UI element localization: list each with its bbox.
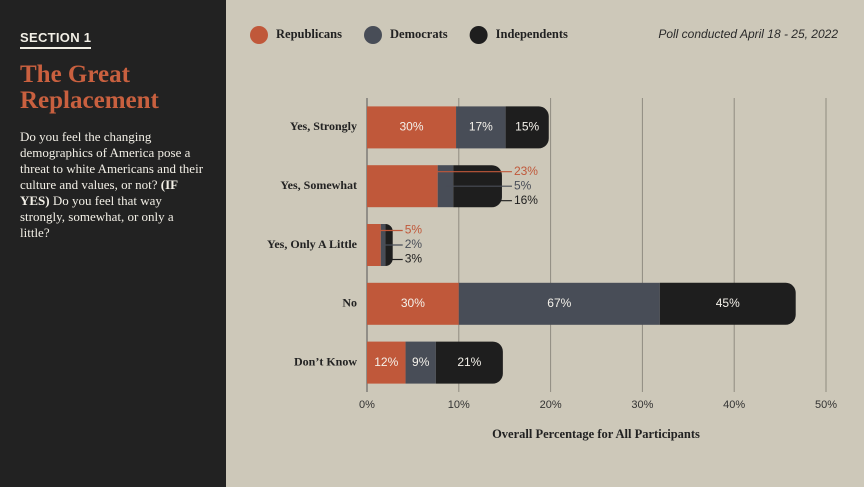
x-tick-label: 30% xyxy=(631,399,653,411)
y-tick-label: Yes, Somewhat xyxy=(280,178,357,192)
value-label: 21% xyxy=(457,355,481,369)
x-tick-label: 10% xyxy=(448,399,470,411)
value-label: 30% xyxy=(401,296,425,310)
value-label: 45% xyxy=(716,296,740,310)
legend-marker xyxy=(250,26,268,44)
value-label: 5% xyxy=(514,178,532,192)
value-label: 30% xyxy=(400,120,424,134)
x-tick-label: 50% xyxy=(815,399,837,411)
value-label: 12% xyxy=(374,355,398,369)
bar-segment xyxy=(367,224,381,266)
y-tick-label: Yes, Only A Little xyxy=(267,237,358,251)
value-label: 9% xyxy=(412,355,430,369)
x-tick-label: 40% xyxy=(723,399,745,411)
question-text: Do you feel the changing demographics of… xyxy=(20,129,204,192)
bar-segment xyxy=(435,341,503,384)
bar-segment xyxy=(367,282,459,325)
legend-label: Democrats xyxy=(390,27,448,41)
bar-segment xyxy=(458,282,660,325)
section-label: SECTION 1 xyxy=(20,30,92,49)
poll-note: Poll conducted April 18 - 25, 2022 xyxy=(658,27,838,41)
bar-segment xyxy=(456,106,506,149)
question: Do you feel the changing demographics of… xyxy=(20,129,206,241)
value-label: 16% xyxy=(514,193,538,207)
legend-label: Republicans xyxy=(276,27,342,41)
sidebar: SECTION 1 The Great Replacement Do you f… xyxy=(0,0,226,487)
bar-segment xyxy=(505,106,549,149)
bar-segment xyxy=(367,106,457,149)
value-label: 15% xyxy=(515,120,539,134)
bar-segment xyxy=(659,282,796,325)
legend-label: Independents xyxy=(496,27,568,41)
legend-marker xyxy=(364,26,382,44)
x-tick-label: 0% xyxy=(359,399,375,411)
y-tick-label: No xyxy=(342,296,357,310)
followup-text: Do you feel that way strongly, somewhat,… xyxy=(20,193,174,240)
bar-segment xyxy=(367,341,406,384)
sidebar-title: The Great Replacement xyxy=(20,61,159,114)
y-tick-label: Yes, Strongly xyxy=(290,119,357,133)
bar-segment xyxy=(405,341,436,384)
value-label: 2% xyxy=(405,237,423,251)
value-label: 5% xyxy=(405,223,423,237)
value-label: 67% xyxy=(547,296,571,310)
value-label: 17% xyxy=(469,120,493,134)
value-label: 23% xyxy=(514,164,538,178)
legend-marker xyxy=(469,26,488,44)
x-axis-title: Overall Percentage for All Participants xyxy=(492,427,700,441)
x-tick-label: 20% xyxy=(540,399,562,411)
followup-tag: (IF YES) xyxy=(20,177,178,208)
value-label: 3% xyxy=(405,252,423,266)
y-tick-label: Don’t Know xyxy=(294,354,357,368)
